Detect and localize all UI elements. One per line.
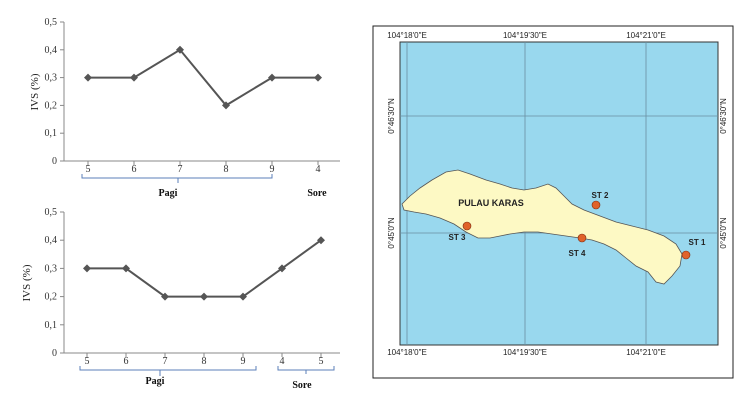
- data-point: [176, 45, 184, 54]
- coord-label-top-1: 104°18'0"E: [387, 31, 427, 40]
- pagi-bracket: [79, 366, 257, 371]
- y-tick-label: 0,2: [45, 100, 58, 111]
- y-tick-label: 0,5: [45, 207, 58, 218]
- y-tick-label: 0,3: [45, 73, 58, 84]
- y-tick-label: 0: [52, 348, 57, 359]
- island: [401, 169, 683, 285]
- y-tick-label: 0,1: [45, 128, 58, 139]
- group-label-pagi: Pagi: [159, 188, 178, 199]
- y-tick-label: 0,4: [45, 45, 58, 56]
- y-tick-label: 0,1: [45, 320, 58, 331]
- x-tick-label: 6: [132, 164, 137, 175]
- x-tick-label: 4: [280, 356, 285, 367]
- island-label: PULAU KARAS: [458, 198, 524, 208]
- station-marker-st4: [577, 233, 587, 243]
- station-label-st3: ST 3: [449, 233, 466, 242]
- data-point: [268, 73, 276, 82]
- y-tick-label: 0,2: [45, 292, 58, 303]
- data-point: [239, 292, 247, 301]
- chart-bottom: IVS (%) 0 0,1 0,2 0,3 0,4 0,5 5 6 7 8 9 4 5 Pagi So…: [21, 207, 340, 391]
- data-point: [278, 264, 286, 273]
- group-label-pagi: Pagi: [146, 376, 165, 387]
- y-ticks: 0 0,1 0,2 0,3 0,4 0,5: [45, 207, 64, 359]
- coord-label-top-3: 104°21'0"E: [626, 31, 666, 40]
- station-label-st4: ST 4: [569, 249, 586, 258]
- map: 104°18'0"E 104°19'30"E 104°21'0"E 104°18…: [372, 25, 734, 379]
- station-marker-st3: [462, 221, 472, 231]
- y-tick-label: 0,3: [45, 263, 58, 274]
- coord-label-left-2: 0°45'0"N: [387, 217, 396, 248]
- group-label-sore: Sore: [292, 380, 312, 391]
- x-tick-label: 5: [86, 164, 91, 175]
- data-point: [130, 73, 138, 82]
- series-line: [88, 48, 318, 107]
- data-point: [122, 264, 130, 273]
- station-label-st2: ST 2: [592, 191, 609, 200]
- station-marker-st2: [591, 200, 601, 210]
- coord-label-top-2: 104°19'30"E: [503, 31, 547, 40]
- coord-label-bottom-3: 104°21'0"E: [626, 348, 666, 357]
- y-axis-label: IVS (%): [21, 264, 33, 301]
- x-tick-label: 5: [85, 356, 90, 367]
- chart-top: IVS (%) 0 0,1 0,2 0,3 0,4 0,5 5 6 7 8 9 4 Pagi Sor…: [29, 17, 340, 199]
- x-tick-label: 4: [316, 164, 321, 175]
- series-markers: [84, 45, 322, 110]
- pagi-bracket: [81, 174, 273, 179]
- x-tick-label: 8: [202, 356, 207, 367]
- coord-label-left-1: 0°46'30"N: [387, 98, 396, 134]
- x-tick-label: 9: [270, 164, 275, 175]
- x-ticks: 5 6 7 8 9 4: [86, 161, 321, 175]
- x-ticks: 5 6 7 8 9 4 5: [85, 353, 324, 367]
- x-tick-label: 5: [319, 356, 324, 367]
- coord-label-bottom-2: 104°19'30"E: [503, 348, 547, 357]
- station-marker-st1: [681, 250, 691, 260]
- coord-label-right-1: 0°46'30"N: [719, 98, 728, 134]
- x-tick-label: 9: [241, 356, 246, 367]
- y-tick-label: 0,5: [45, 17, 58, 28]
- sore-bracket: [277, 366, 335, 371]
- data-point: [314, 73, 322, 82]
- data-point: [317, 236, 325, 245]
- y-axis-label: IVS (%): [29, 73, 41, 110]
- group-label-sore: Sore: [307, 188, 327, 199]
- data-point: [222, 101, 230, 110]
- x-tick-label: 7: [163, 356, 168, 367]
- series-markers: [83, 236, 325, 301]
- data-point: [161, 292, 169, 301]
- data-point: [83, 264, 91, 273]
- y-ticks: 0 0,1 0,2 0,3 0,4 0,5: [45, 17, 64, 167]
- x-tick-label: 7: [178, 164, 183, 175]
- coord-label-bottom-1: 104°18'0"E: [387, 348, 427, 357]
- x-tick-label: 8: [224, 164, 229, 175]
- station-label-st1: ST 1: [689, 238, 706, 247]
- y-tick-label: 0,4: [45, 235, 58, 246]
- x-tick-label: 6: [124, 356, 129, 367]
- coord-label-right-2: 0°45'0"N: [719, 217, 728, 248]
- data-point: [200, 292, 208, 301]
- y-tick-label: 0: [52, 156, 57, 167]
- data-point: [84, 73, 92, 82]
